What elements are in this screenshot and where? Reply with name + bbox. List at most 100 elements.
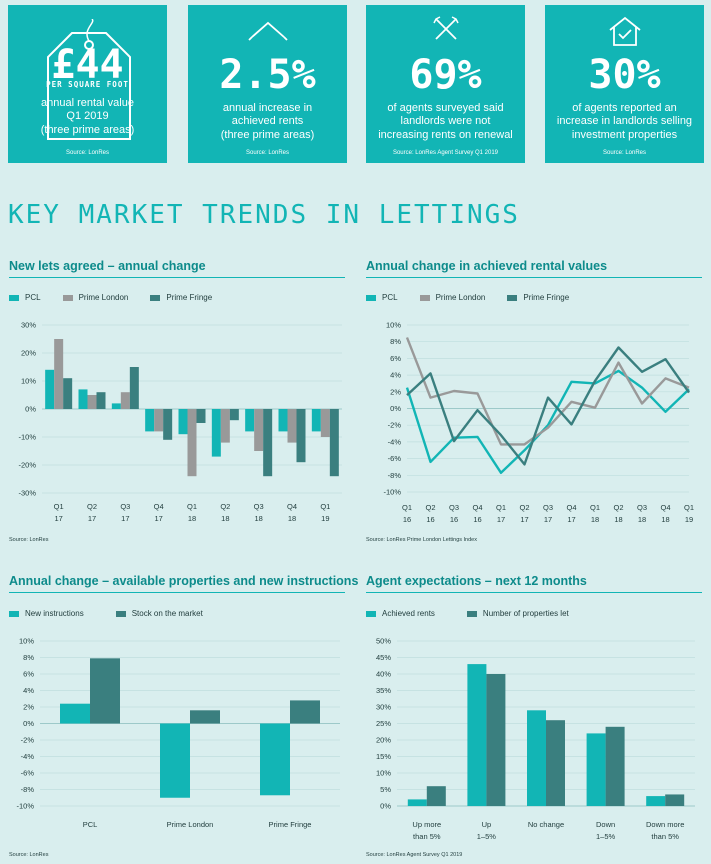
- y-tick-label: -6%: [21, 769, 35, 778]
- legend-label: PCL: [382, 293, 398, 302]
- stat-source: Source: LonRes: [65, 150, 110, 156]
- bar: [486, 674, 506, 806]
- legend-expectations: Achieved rents Number of properties let: [366, 609, 569, 618]
- x-tick-label: Q2: [425, 503, 435, 512]
- x-tick-label: 1–5%: [596, 832, 616, 841]
- chart-rule: [366, 592, 702, 593]
- series-line: [405, 337, 690, 446]
- x-tick-label: No change: [528, 820, 564, 829]
- bar: [320, 409, 330, 437]
- stat-line: of agents surveyed said: [387, 102, 504, 114]
- section-title: KEY MARKET TRENDS IN LETTINGS: [8, 200, 520, 230]
- x-tick-label: 18: [188, 514, 196, 523]
- legend-label: Prime Fringe: [166, 293, 213, 302]
- x-tick-label: 18: [614, 515, 622, 524]
- chart-title-agent-expectations: Agent expectations – next 12 months: [366, 574, 587, 588]
- x-tick-label: Q1: [320, 502, 330, 511]
- bar: [45, 369, 55, 409]
- legend-item: Stock on the market: [115, 609, 203, 618]
- bar: [311, 409, 321, 432]
- legend-available: New instructions Stock on the market: [9, 609, 203, 618]
- x-tick-label: Q2: [519, 503, 529, 512]
- available-properties-bar-chart: 10% 8% 6% 4% 2% 0% -2% -4% -6% -8% -10% PCL Prime Lo…: [16, 637, 340, 829]
- chart-rule: [9, 277, 345, 278]
- x-tick-label: 19: [321, 514, 329, 523]
- stat-value-rent: £44: [51, 42, 124, 88]
- series-line: [405, 369, 690, 475]
- bar: [211, 409, 221, 457]
- bar: [190, 710, 220, 724]
- y-tick-label: 10%: [21, 377, 36, 386]
- x-tick-label: 18: [288, 514, 296, 523]
- bar: [178, 409, 188, 435]
- legend-swatch-prime-fringe: [507, 294, 518, 301]
- y-tick-label: -8%: [388, 471, 402, 480]
- chart-source: Source: LonRes Prime London Lettings Ind…: [366, 537, 477, 543]
- x-tick-label: Q3: [637, 503, 647, 512]
- x-tick-label: 16: [450, 515, 458, 524]
- stat-source: Source: LonRes: [245, 150, 290, 156]
- y-tick-label: -10%: [383, 488, 401, 497]
- x-tick-label: 1–5%: [477, 832, 497, 841]
- x-tick-label: 16: [473, 515, 481, 524]
- stat-line: annual increase in: [222, 102, 313, 114]
- bar: [90, 658, 120, 724]
- stat-value-increase: 2.5%: [219, 52, 316, 98]
- y-tick-label: -2%: [21, 736, 35, 745]
- crossed-arrows-icon: [432, 16, 459, 40]
- x-tick-label: Q1: [402, 503, 412, 512]
- y-tick-label: 2%: [23, 703, 34, 712]
- x-tick-label: 18: [661, 515, 669, 524]
- bar: [665, 794, 685, 806]
- legend-swatch-pcl: [366, 294, 376, 301]
- x-tick-label: PCL: [83, 820, 98, 829]
- x-tick-label: 17: [121, 514, 129, 523]
- y-tick-label: 45%: [376, 653, 391, 662]
- chart-title-available-properties: Annual change – available properties and…: [9, 574, 359, 588]
- x-tick-label: Prime Fringe: [269, 820, 312, 829]
- legend-item: Achieved rents: [366, 609, 435, 618]
- x-tick-label: Q3: [543, 503, 553, 512]
- x-tick-label: Q4: [566, 503, 576, 512]
- x-tick-label: Q3: [120, 502, 130, 511]
- agent-expectations-bar-chart: 50% 45% 40% 35% 30% 25% 20% 15% 10% 5% 0% Up more th…: [376, 637, 695, 841]
- stat-line: Q1 2019: [66, 110, 109, 123]
- y-tick-label: 6%: [390, 354, 401, 363]
- stat-line: of agents reported an: [572, 102, 677, 114]
- x-tick-label: Q4: [472, 503, 482, 512]
- y-tick-label: -8%: [21, 785, 35, 794]
- x-tick-label: 17: [88, 514, 96, 523]
- y-tick-label: 6%: [23, 670, 34, 679]
- y-tick-label: 2%: [390, 387, 401, 396]
- legend-item: Prime Fringe: [507, 293, 569, 302]
- legend-swatch-achieved-rents: [366, 610, 376, 617]
- stat-source: Source: LonRes: [602, 150, 647, 156]
- bar: [586, 733, 606, 806]
- legend-label: PCL: [25, 293, 41, 302]
- stat-value-agents: 69%: [409, 52, 482, 98]
- stat-card-rental-value: £44 PER SQUARE FOOT annual rental value …: [8, 5, 167, 163]
- x-tick-label: 17: [544, 515, 552, 524]
- x-tick-label: 19: [685, 515, 693, 524]
- y-tick-label: 0%: [380, 802, 391, 811]
- bar: [154, 409, 164, 432]
- y-tick-label: 20%: [376, 736, 391, 745]
- legend-rental-values: PCL Prime London Prime Fringe: [366, 293, 569, 302]
- y-tick-label: -10%: [18, 433, 36, 442]
- bar: [546, 720, 565, 806]
- stat-card-rent-increase: 2.5% annual increase in achieved rents (…: [188, 5, 347, 163]
- bar: [120, 392, 130, 409]
- chart-rule: [9, 592, 345, 593]
- bar: [245, 409, 255, 432]
- y-tick-label: 35%: [376, 686, 391, 695]
- y-tick-label: 40%: [376, 670, 391, 679]
- y-tick-label: -20%: [18, 461, 36, 470]
- legend-item: New instructions: [9, 609, 84, 618]
- y-tick-label: 50%: [376, 637, 391, 646]
- bar: [287, 409, 297, 443]
- line-graph-icon: [247, 21, 288, 41]
- y-tick-label: -2%: [388, 421, 402, 430]
- stat-value-landlords: 30%: [588, 52, 661, 98]
- y-tick-label: -4%: [388, 437, 402, 446]
- legend-label: New instructions: [25, 609, 84, 618]
